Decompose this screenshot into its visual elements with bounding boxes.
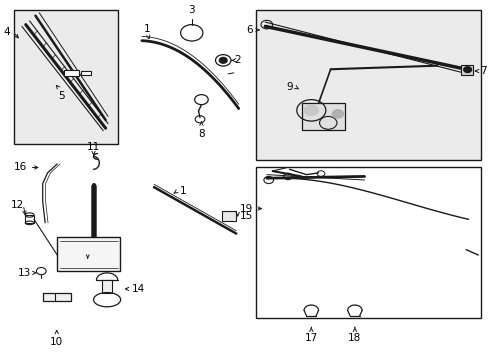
Bar [460,64,472,75]
Text: 3: 3 [188,5,195,15]
Text: 14: 14 [132,284,145,294]
Text: 1: 1 [143,23,150,33]
Bar [57,237,120,271]
Text: 4: 4 [3,27,10,37]
Bar [81,71,91,75]
Text: 10: 10 [50,337,63,347]
Text: 11: 11 [87,142,100,152]
Text: 18: 18 [347,333,361,343]
Circle shape [463,67,470,72]
Text: 12: 12 [11,200,24,210]
Text: 19: 19 [240,203,253,213]
Text: 17: 17 [304,333,317,343]
Circle shape [219,58,226,63]
Text: 16: 16 [14,162,27,172]
Circle shape [304,105,318,116]
Bar [255,10,480,160]
Text: 7: 7 [479,66,486,76]
Text: 8: 8 [198,129,204,139]
Text: 5: 5 [58,91,64,101]
Bar [255,167,480,318]
Text: 13: 13 [17,268,31,278]
Text: 6: 6 [246,25,253,35]
Bar [42,293,71,301]
Text: 15: 15 [240,211,253,221]
Bar [222,211,236,221]
Bar [14,10,118,144]
Text: 2: 2 [233,55,240,65]
Bar [25,215,34,223]
Bar [301,103,345,130]
Bar [64,70,79,76]
Bar [102,280,112,293]
Circle shape [331,110,343,118]
Text: 1: 1 [179,186,186,197]
Text: 9: 9 [286,82,293,92]
